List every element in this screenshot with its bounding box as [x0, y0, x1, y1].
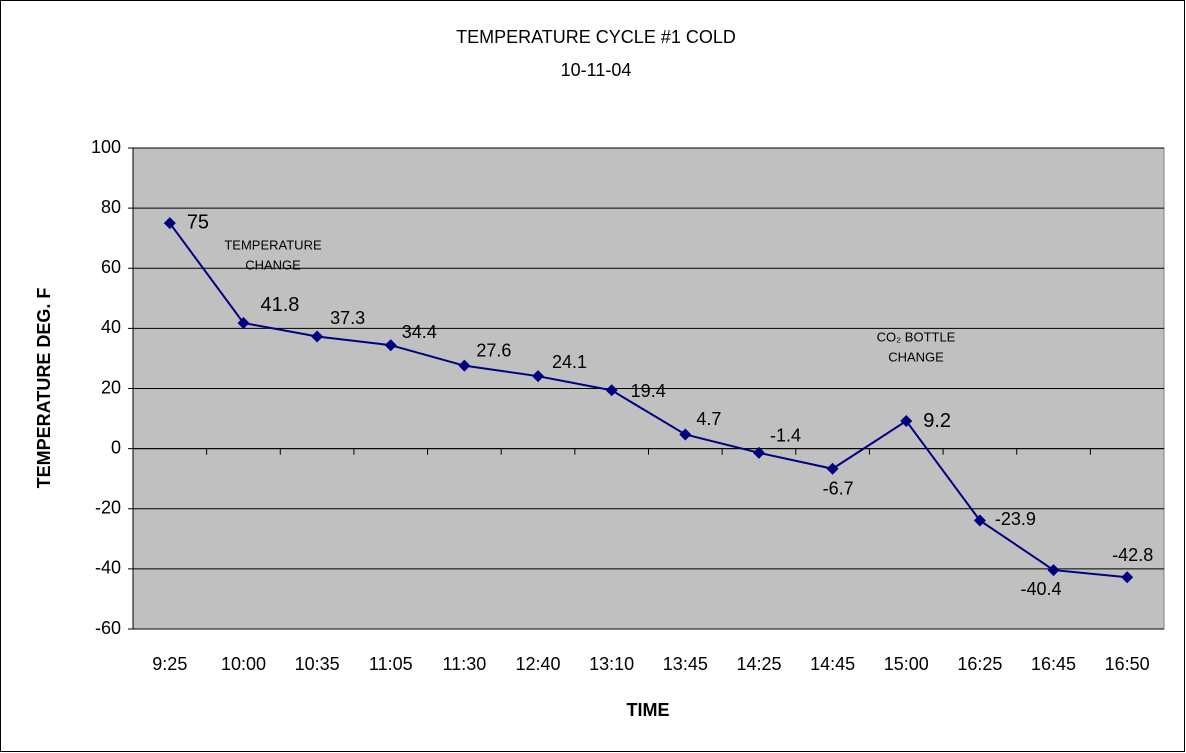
- x-tick-label: 14:25: [736, 654, 781, 674]
- x-tick-label: 16:25: [957, 654, 1002, 674]
- marker: [826, 462, 839, 475]
- data-label: -40.4: [1021, 579, 1062, 599]
- annotation: CO₂ BOTTLE: [877, 329, 956, 344]
- data-label: 9.2: [923, 410, 951, 432]
- x-axis-title: TIME: [627, 700, 670, 720]
- x-tick-label: 10:00: [221, 654, 266, 674]
- data-label: -1.4: [770, 426, 801, 446]
- data-label: -6.7: [823, 479, 854, 499]
- data-label: 24.1: [552, 352, 587, 372]
- marker: [384, 339, 397, 352]
- marker: [458, 359, 471, 372]
- series-line: [169, 222, 1128, 579]
- x-tick-label: 13:45: [663, 654, 708, 674]
- marker: [532, 370, 545, 383]
- data-label: 4.7: [696, 409, 721, 429]
- y-tick-label: 40: [101, 317, 121, 337]
- y-tick-label: -60: [95, 618, 121, 638]
- marker: [973, 514, 986, 527]
- y-tick-label: -40: [95, 558, 121, 578]
- annotation: CHANGE: [888, 349, 944, 364]
- y-axis-title: TEMPERATURE DEG. F: [34, 288, 54, 489]
- x-tick-label: 11:05: [369, 654, 413, 674]
- annotation: TEMPERATURE: [224, 237, 322, 252]
- x-tick-label: 12:40: [516, 654, 561, 674]
- x-tick-label: 15:00: [884, 654, 929, 674]
- x-tick-label: 10:35: [295, 654, 340, 674]
- chart-title: TEMPERATURE CYCLE #1 COLD: [456, 27, 736, 47]
- marker: [605, 384, 618, 397]
- data-label: 34.4: [402, 322, 437, 342]
- annotation: CHANGE: [245, 257, 301, 272]
- data-label: 37.3: [330, 308, 365, 328]
- marker: [679, 428, 692, 441]
- y-tick-label: 60: [101, 257, 121, 277]
- x-tick-label: 16:50: [1105, 654, 1150, 674]
- marker: [900, 414, 913, 427]
- chart-subtitle: 10-11-04: [561, 60, 632, 80]
- marker: [163, 217, 176, 230]
- y-tick-label: 0: [111, 437, 121, 457]
- data-label: 75: [187, 211, 209, 233]
- data-label: 19.4: [631, 381, 666, 401]
- x-tick-label: 14:45: [810, 654, 855, 674]
- x-tick-label: 16:45: [1031, 654, 1076, 674]
- data-label: 41.8: [260, 294, 299, 316]
- y-tick-label: 80: [101, 197, 121, 217]
- marker: [1121, 571, 1134, 584]
- x-tick-label: 11:30: [443, 654, 487, 674]
- x-tick-label: 9:25: [152, 654, 187, 674]
- y-tick-label: 20: [101, 377, 121, 397]
- data-label: -23.9: [995, 509, 1036, 529]
- marker: [1047, 564, 1060, 577]
- data-label: -42.8: [1112, 545, 1153, 565]
- marker: [237, 316, 250, 329]
- marker: [752, 446, 765, 459]
- marker: [311, 330, 324, 343]
- data-label: 27.6: [476, 340, 511, 360]
- x-tick-label: 13:10: [589, 654, 634, 674]
- y-tick-label: -20: [95, 498, 121, 518]
- y-tick-label: 100: [91, 137, 121, 157]
